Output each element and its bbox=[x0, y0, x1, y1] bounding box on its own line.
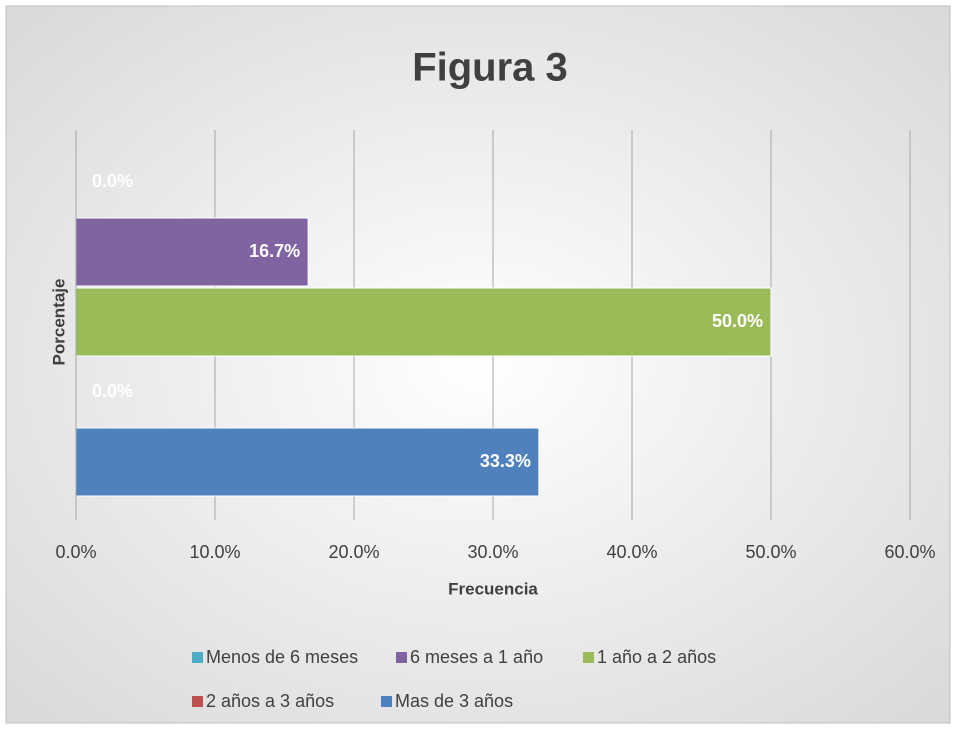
legend-label: 1 año a 2 años bbox=[597, 647, 716, 667]
x-tick-label: 30.0% bbox=[467, 542, 518, 562]
chart-area bbox=[5, 5, 951, 724]
y-axis-label: Porcentaje bbox=[49, 279, 68, 366]
x-axis-label: Frecuencia bbox=[448, 579, 538, 598]
legend-label: Mas de 3 años bbox=[395, 691, 513, 711]
legend-swatch bbox=[192, 696, 203, 707]
data-label: 0.0% bbox=[92, 381, 133, 401]
legend-label: 2 años a 3 años bbox=[206, 691, 334, 711]
data-label: 33.3% bbox=[480, 451, 531, 471]
x-tick-label: 40.0% bbox=[606, 542, 657, 562]
x-tick-label: 10.0% bbox=[189, 542, 240, 562]
legend-label: Menos de 6 meses bbox=[206, 647, 358, 667]
chart-title: Figura 3 bbox=[412, 46, 568, 90]
data-label: 0.0% bbox=[92, 171, 133, 191]
x-tick-label: 60.0% bbox=[884, 542, 935, 562]
x-tick-label: 20.0% bbox=[328, 542, 379, 562]
legend-swatch bbox=[192, 652, 203, 663]
legend-swatch bbox=[396, 652, 407, 663]
bar bbox=[75, 427, 540, 497]
data-label: 50.0% bbox=[712, 311, 763, 331]
legend-swatch bbox=[381, 696, 392, 707]
x-tick-label: 50.0% bbox=[745, 542, 796, 562]
legend-swatch bbox=[583, 652, 594, 663]
bar bbox=[75, 287, 772, 357]
legend-label: 6 meses a 1 año bbox=[410, 647, 543, 667]
data-label: 16.7% bbox=[249, 241, 300, 261]
x-tick-label: 0.0% bbox=[55, 542, 96, 562]
